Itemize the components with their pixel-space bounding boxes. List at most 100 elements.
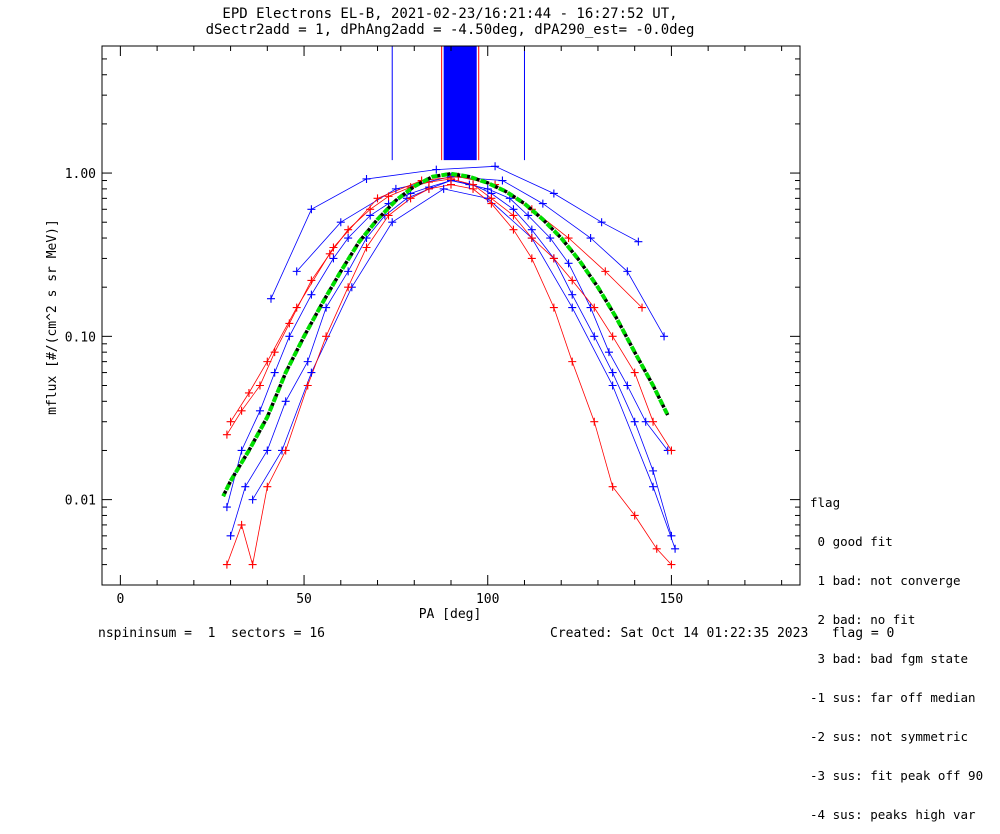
series-line-red xyxy=(226,178,672,451)
data-point-red xyxy=(667,560,676,569)
data-point-blue xyxy=(237,446,246,455)
data-point-blue xyxy=(597,218,606,227)
data-point-red xyxy=(527,234,536,243)
flag-legend-item: -2 sus: not symmetric xyxy=(810,729,969,744)
data-point-red xyxy=(527,254,536,263)
data-point-red xyxy=(237,406,246,415)
chart-svg: 0 50 100 150 0.01 0.10 1.00 PA [deg] mflux [#/… xyxy=(45,45,801,622)
data-point-red xyxy=(344,225,353,234)
data-point-blue xyxy=(336,218,345,227)
footer-left: nspininsum = 1 sectors = 16 xyxy=(98,626,325,641)
data-point-blue xyxy=(568,290,577,299)
x-tick-label: 100 xyxy=(476,592,499,607)
data-point-blue xyxy=(568,303,577,312)
data-point-red xyxy=(281,446,290,455)
flag-legend: flag 0 good fit 1 bad: not converge 2 ba… xyxy=(810,470,983,834)
data-point-red xyxy=(362,243,371,252)
series-line-blue xyxy=(226,180,669,508)
data-point-red xyxy=(549,303,558,312)
data-point-red xyxy=(487,199,496,208)
data-point-blue xyxy=(241,482,250,491)
data-point-blue xyxy=(608,381,617,390)
data-point-blue xyxy=(667,531,676,540)
fit-curve xyxy=(221,171,670,498)
data-point-red xyxy=(285,319,294,328)
data-point-red xyxy=(608,482,617,491)
plot-marks xyxy=(221,162,680,569)
data-point-red xyxy=(509,211,518,220)
x-axis-label: PA [deg] xyxy=(419,607,482,622)
flag-legend-item: 3 bad: bad fgm state xyxy=(810,651,969,666)
data-point-blue xyxy=(285,332,294,341)
data-point-red xyxy=(509,225,518,234)
data-point-red xyxy=(608,332,617,341)
data-point-red xyxy=(270,348,279,357)
data-point-blue xyxy=(362,174,371,183)
chart-title-line-2: dSectr2add = 1, dPhAng2add = -4.50deg, d… xyxy=(205,22,695,38)
data-point-red xyxy=(447,180,455,189)
data-point-blue xyxy=(527,225,536,234)
data-point-red xyxy=(373,194,382,203)
data-point-blue xyxy=(671,544,680,553)
data-point-red xyxy=(564,234,573,243)
data-point-blue xyxy=(483,184,492,193)
data-point-red xyxy=(601,267,610,276)
data-point-blue xyxy=(630,417,639,426)
data-point-blue xyxy=(303,357,312,366)
flag-legend-item: 1 bad: not converge xyxy=(810,573,961,588)
data-point-red xyxy=(292,303,301,312)
data-point-red xyxy=(424,184,433,193)
flag-legend-item: -4 sus: peaks high var xyxy=(810,807,976,822)
data-point-blue xyxy=(491,162,500,171)
flag-legend-item: -1 sus: far off median xyxy=(810,690,976,705)
x-tick-label: 50 xyxy=(296,592,312,607)
data-point-red xyxy=(248,560,257,569)
data-point-blue xyxy=(263,446,272,455)
y-tick-label: 0.01 xyxy=(65,494,96,509)
data-point-red xyxy=(638,303,647,312)
data-point-red xyxy=(222,560,231,569)
data-point-blue xyxy=(549,189,558,198)
series-line-blue xyxy=(230,180,672,536)
series-line-red xyxy=(230,176,643,422)
data-point-red xyxy=(222,430,231,439)
data-point-red xyxy=(649,417,658,426)
data-point-blue xyxy=(608,368,617,377)
data-point-red xyxy=(307,276,316,285)
data-point-blue xyxy=(604,348,613,357)
data-point-red xyxy=(568,276,577,285)
data-point-blue xyxy=(641,417,650,426)
data-point-red xyxy=(366,205,375,214)
data-point-blue xyxy=(222,503,231,512)
data-point-blue xyxy=(281,397,290,406)
data-point-red xyxy=(303,381,312,390)
y-tick-label: 1.00 xyxy=(65,167,96,182)
data-point-blue xyxy=(432,165,441,174)
data-point-blue xyxy=(344,267,353,276)
data-point-blue xyxy=(660,332,669,341)
data-point-blue xyxy=(439,184,448,193)
data-point-red xyxy=(384,211,393,220)
data-point-blue xyxy=(524,211,533,220)
fit-curve-shadow xyxy=(221,172,670,497)
chart-title-line-1: EPD Electrons EL-B, 2021-02-23/16:21:44 … xyxy=(222,6,678,22)
data-point-blue xyxy=(586,234,595,243)
data-point-red xyxy=(590,303,599,312)
data-point-red xyxy=(652,544,661,553)
data-point-blue xyxy=(498,176,507,185)
data-point-blue xyxy=(546,234,555,243)
flag-legend-item: 0 good fit xyxy=(810,534,893,549)
vertical-line-band xyxy=(443,46,477,161)
data-point-red xyxy=(263,357,272,366)
data-point-red xyxy=(344,283,353,292)
plot-axes: 0 50 100 150 0.01 0.10 1.00 xyxy=(65,45,801,607)
series-line-blue xyxy=(270,165,639,299)
data-point-blue xyxy=(538,199,547,208)
data-point-blue xyxy=(307,290,316,299)
flag-legend-item: 2 bad: no fit xyxy=(810,612,916,627)
data-point-blue xyxy=(634,237,643,246)
data-point-red xyxy=(384,192,393,201)
y-tick-label: 0.10 xyxy=(65,330,96,345)
x-tick-label: 0 xyxy=(116,592,124,607)
data-point-red xyxy=(226,417,235,426)
